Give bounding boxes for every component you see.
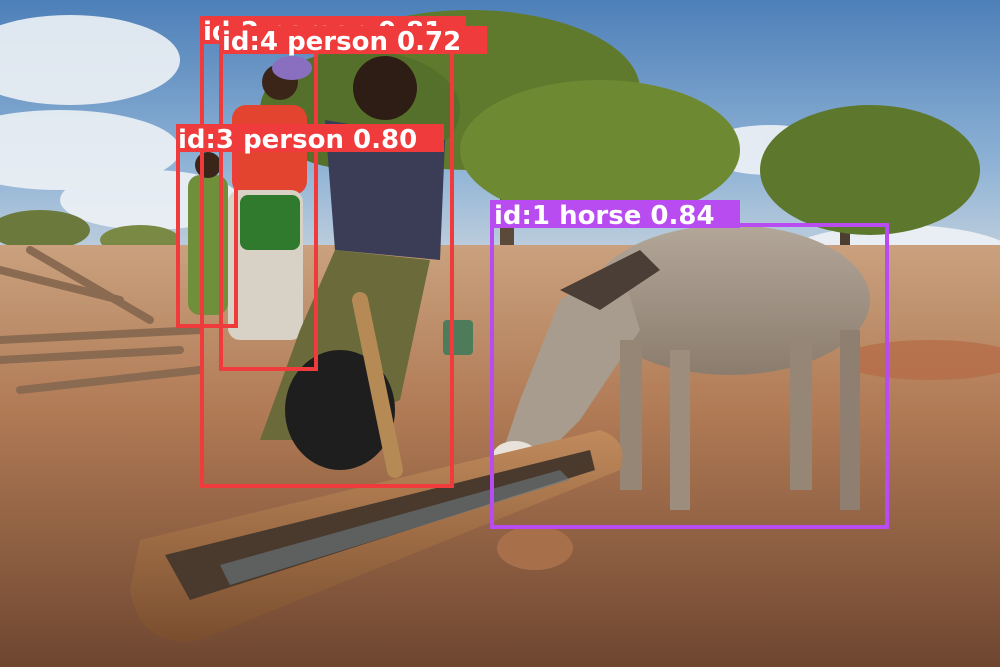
detection-box-4: id:4 person 0.72 bbox=[219, 26, 487, 371]
detection-label: id:3 person 0.80 bbox=[178, 125, 417, 155]
detection-box-1: id:1 horse 0.84 bbox=[490, 200, 889, 529]
detection-label: id:1 horse 0.84 bbox=[494, 201, 715, 231]
label-background bbox=[490, 200, 740, 228]
bounding-box bbox=[176, 148, 238, 328]
boy-pouring bbox=[260, 56, 445, 478]
label-background bbox=[176, 124, 444, 152]
wooden-trough bbox=[130, 430, 623, 642]
detection-label: id:4 person 0.72 bbox=[222, 27, 461, 57]
donkey bbox=[493, 225, 870, 510]
bounding-box bbox=[490, 223, 889, 529]
detection-box-3: id:3 person 0.80 bbox=[176, 124, 444, 328]
detection-box-2: id:2 person 0.81 bbox=[200, 16, 466, 488]
dry-branches bbox=[0, 246, 204, 394]
label-background bbox=[219, 26, 487, 54]
bounding-box bbox=[200, 40, 454, 488]
